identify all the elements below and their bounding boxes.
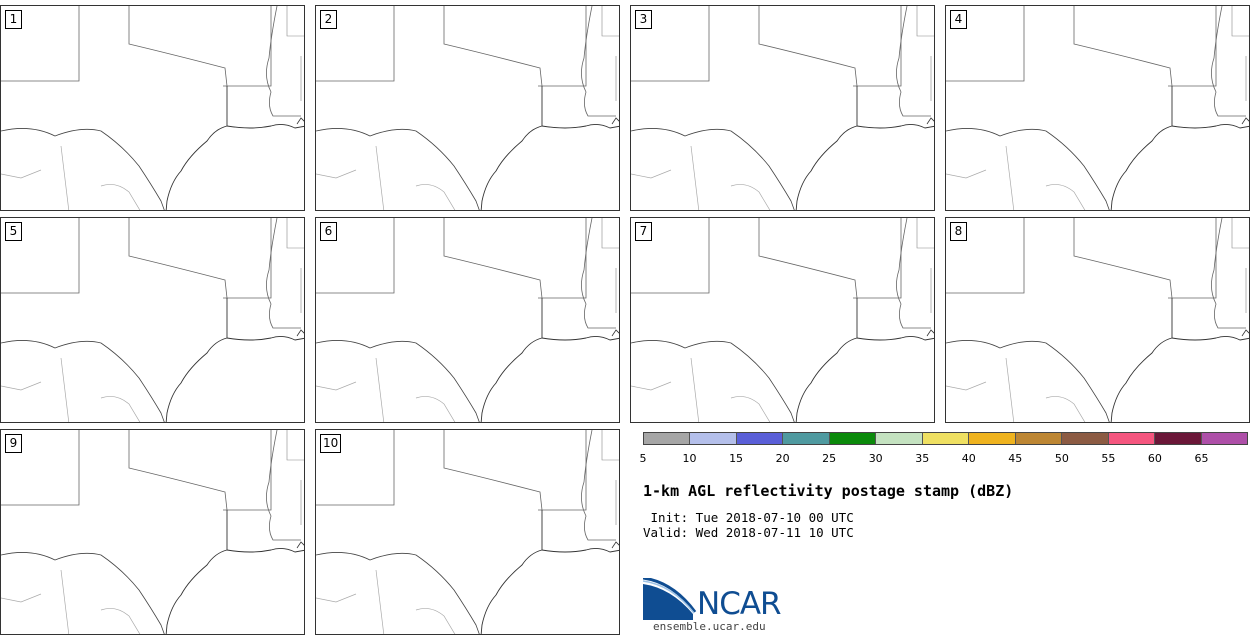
basemap [316, 6, 619, 210]
member-panel-10: 10 [315, 429, 620, 635]
ncar-logo-icon [643, 578, 697, 620]
member-panel-5: 5 [0, 217, 305, 423]
colorbar-tick-label: 40 [961, 452, 976, 465]
colorbar-tick-label: 25 [822, 452, 837, 465]
member-label: 2 [320, 10, 337, 29]
member-label: 1 [5, 10, 22, 29]
colorbar-segment [736, 433, 784, 444]
colorbar-tick-label: 60 [1147, 452, 1162, 465]
reflectivity-colorbar [643, 432, 1248, 445]
basemap [946, 218, 1249, 422]
colorbar-tick-label: 30 [868, 452, 883, 465]
basemap [631, 6, 934, 210]
colorbar-segment [1201, 433, 1248, 444]
colorbar-segment [1062, 433, 1109, 444]
chart-title: 1-km AGL reflectivity postage stamp (dBZ… [643, 482, 1014, 500]
colorbar-tick-label: 55 [1101, 452, 1116, 465]
colorbar-tick-label: 20 [775, 452, 790, 465]
basemap [946, 6, 1249, 210]
colorbar-tick-label: 15 [729, 452, 744, 465]
colorbar-tick-label: 10 [682, 452, 697, 465]
member-label: 10 [320, 434, 342, 453]
member-panel-1: 1 [0, 5, 305, 211]
basemap [1, 6, 304, 210]
member-label: 5 [5, 222, 22, 241]
member-panel-9: 9 [0, 429, 305, 635]
colorbar-tick-label: 45 [1008, 452, 1023, 465]
init-time: Init: Tue 2018-07-10 00 UTC [643, 510, 854, 525]
colorbar-segment [783, 433, 830, 444]
member-panel-2: 2 [315, 5, 620, 211]
colorbar-tick-label: 5 [639, 452, 647, 465]
site-url: ensemble.ucar.edu [653, 620, 766, 633]
member-label: 7 [635, 222, 652, 241]
colorbar-segment [829, 433, 877, 444]
logo-wordmark: NCAR [697, 586, 782, 622]
member-label: 9 [5, 434, 22, 453]
colorbar-segment [690, 433, 737, 444]
colorbar-segment [644, 433, 691, 444]
basemap [316, 430, 619, 634]
member-label: 4 [950, 10, 967, 29]
colorbar-segment [922, 433, 970, 444]
colorbar-segment [876, 433, 923, 444]
basemap [316, 218, 619, 422]
basemap [631, 218, 934, 422]
member-panel-4: 4 [945, 5, 1250, 211]
basemap [1, 218, 304, 422]
basemap [1, 430, 304, 634]
colorbar-segment [969, 433, 1016, 444]
valid-time: Valid: Wed 2018-07-11 10 UTC [643, 525, 854, 540]
member-panel-3: 3 [630, 5, 935, 211]
colorbar-segment [1155, 433, 1202, 444]
member-panel-8: 8 [945, 217, 1250, 423]
member-panel-7: 7 [630, 217, 935, 423]
member-label: 6 [320, 222, 337, 241]
colorbar-tick-label: 50 [1054, 452, 1069, 465]
member-label: 3 [635, 10, 652, 29]
colorbar-tick-label: 65 [1194, 452, 1209, 465]
colorbar-segment [1015, 433, 1063, 444]
member-panel-6: 6 [315, 217, 620, 423]
colorbar-segment [1108, 433, 1156, 444]
member-label: 8 [950, 222, 967, 241]
colorbar-tick-label: 35 [915, 452, 930, 465]
